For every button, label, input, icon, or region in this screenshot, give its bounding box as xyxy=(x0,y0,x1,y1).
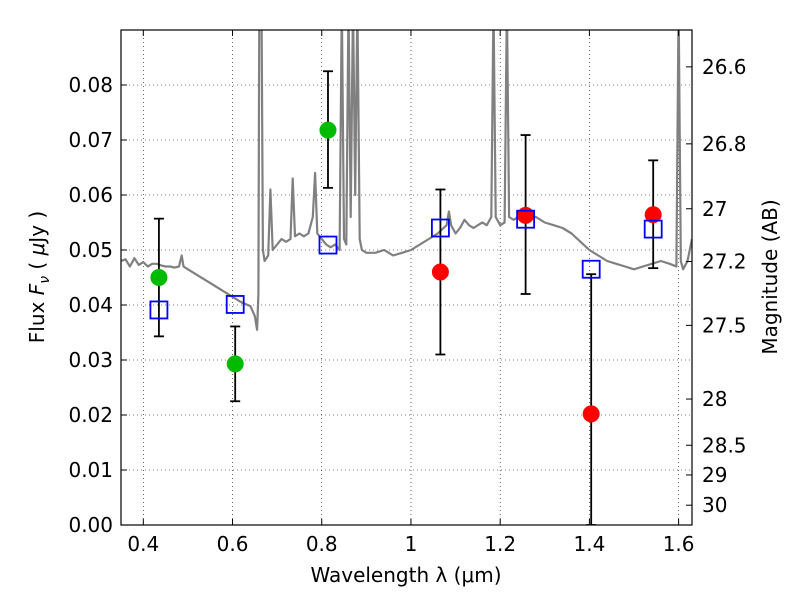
axis-ticks: 0.4 0.6 0.8 1 1.2 1.4 1.6 0.00 0.01 0.02 0.03 0.04 0… xyxy=(68,30,747,556)
y-axis-label: Flux Fν ( μJy ) xyxy=(25,211,53,343)
data-point-square xyxy=(643,219,663,239)
x-tick-label: 1 xyxy=(405,532,418,556)
data-point-circle xyxy=(582,405,600,423)
spectrum-line xyxy=(121,30,692,331)
x-tick-label: 0.4 xyxy=(127,532,159,556)
data-point-circle xyxy=(431,263,449,281)
data-point-circle xyxy=(517,206,535,224)
data-point-circle xyxy=(226,355,244,373)
x-axis-label: Wavelength λ (μm) xyxy=(310,563,501,587)
data-point-circle xyxy=(644,206,662,224)
right-tick-label: 28 xyxy=(702,387,727,411)
error-bars xyxy=(153,70,659,525)
x-tick-label: 0.8 xyxy=(306,532,338,556)
right-tick-label: 29 xyxy=(702,463,727,487)
right-tick-label: 27 xyxy=(702,197,727,221)
x-tick-label: 0.6 xyxy=(217,532,249,556)
data-markers xyxy=(149,121,663,423)
x-tick-label: 1.6 xyxy=(663,532,695,556)
y-tick-label: 0.01 xyxy=(68,458,113,482)
model-spectrum xyxy=(121,30,692,331)
x-tick-label: 1.4 xyxy=(573,532,605,556)
y-tick-label: 0.02 xyxy=(68,403,113,427)
y-tick-label: 0.07 xyxy=(68,128,113,152)
data-point-square xyxy=(149,300,169,320)
right-tick-label: 27.2 xyxy=(702,250,747,274)
right-axis-label: Magnitude (AB) xyxy=(758,199,782,354)
data-point-circle xyxy=(150,269,168,286)
right-tick-label: 27.5 xyxy=(702,313,747,337)
right-tick-label: 26.6 xyxy=(702,55,747,79)
data-point-square xyxy=(318,235,338,255)
y-tick-label: 0.08 xyxy=(68,73,113,97)
data-point-square xyxy=(516,209,536,229)
plot-frame xyxy=(120,29,693,526)
data-point-square xyxy=(431,218,450,238)
grid xyxy=(121,30,692,526)
y-tick-label: 0.06 xyxy=(68,183,113,207)
data-point-circle xyxy=(319,121,337,139)
right-tick-label: 26.8 xyxy=(702,132,747,156)
y-tick-label: 0.04 xyxy=(68,293,113,317)
right-tick-label: 30 xyxy=(702,493,727,517)
right-tick-label: 28.5 xyxy=(702,433,747,457)
y-tick-label: 0.00 xyxy=(68,513,113,537)
data-point-square xyxy=(225,295,245,314)
x-tick-label: 1.2 xyxy=(484,532,516,556)
y-tick-label: 0.03 xyxy=(68,348,113,372)
data-point-square xyxy=(581,259,601,279)
y-tick-label: 0.05 xyxy=(68,238,113,262)
